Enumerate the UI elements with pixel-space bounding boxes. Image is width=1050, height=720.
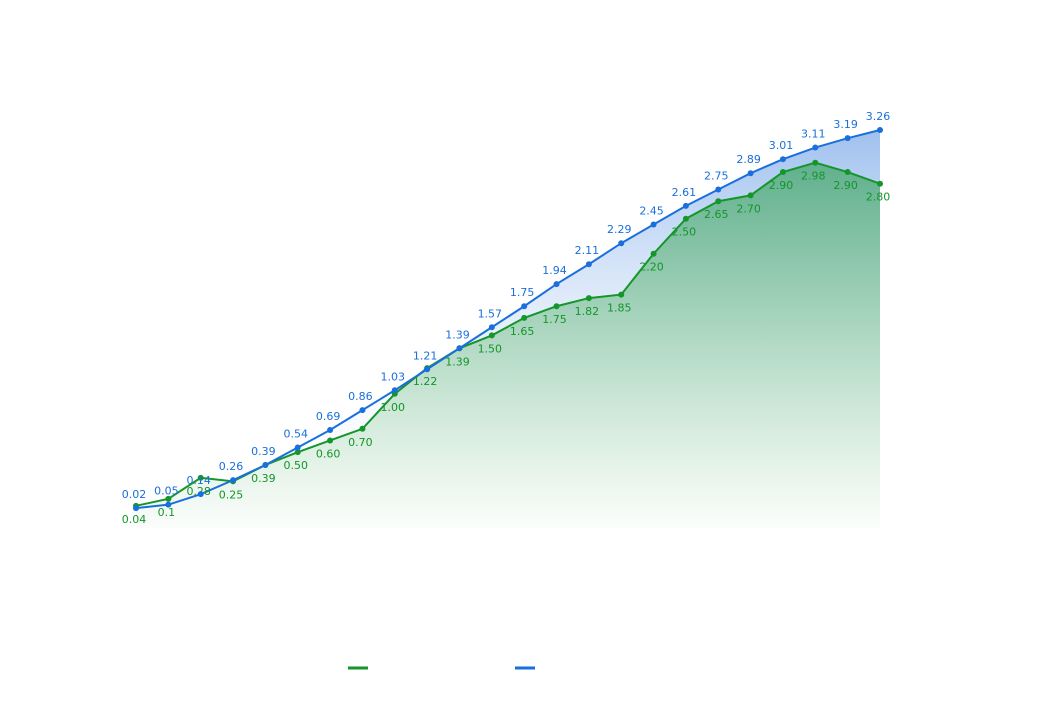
value-label: 1.75 [542,313,567,326]
point [133,505,139,512]
point [682,202,689,209]
point [262,461,269,468]
value-label: 0.04 [122,513,147,526]
point [585,295,592,302]
value-label: 2.90 [769,179,794,192]
value-label: 2.75 [704,170,729,183]
value-label: 0.26 [219,460,244,473]
point [812,144,819,151]
value-label: 2.65 [704,208,729,221]
point [424,366,431,373]
value-label: 0.60 [316,447,341,460]
value-label: 1.50 [478,342,503,355]
point [521,303,528,310]
area [136,162,880,528]
value-label: 0.39 [251,445,276,458]
point [165,501,172,508]
value-label: 1.65 [510,325,535,338]
point [618,240,625,247]
value-label: 1.03 [381,370,406,383]
value-label: 1.39 [445,328,470,341]
value-label: 0.1 [158,506,176,519]
value-label: 2.70 [736,202,761,215]
point [488,324,495,331]
value-label: 1.21 [413,349,438,362]
point [488,332,495,339]
value-label: 0.05 [154,485,179,498]
point [877,180,883,187]
point [391,387,398,394]
point [779,156,786,163]
point [844,135,851,142]
value-label: 2.98 [801,170,826,183]
value-label: 2.89 [736,153,761,166]
value-label: 2.80 [866,191,891,204]
point [294,444,301,451]
value-label: 2.20 [639,261,664,274]
value-label: 3.11 [801,128,826,141]
value-label: 0.02 [122,488,147,501]
value-label: 0.28 [186,485,211,498]
point [456,345,463,352]
point [618,291,625,298]
point [747,192,754,199]
point [327,426,334,433]
value-label: 2.11 [575,244,600,257]
point [197,491,204,498]
line [135,129,881,510]
value-label: 1.00 [381,401,406,414]
value-label: 1.82 [575,305,600,318]
value-label: 1.75 [510,286,535,299]
point [812,159,819,166]
value-label: 0.70 [348,436,373,449]
point [650,250,657,257]
value-label: 0.14 [186,474,211,487]
value-label: 2.61 [672,186,697,199]
value-label: 1.94 [542,264,567,277]
value-label: 0.25 [219,488,244,501]
point [197,474,204,481]
value-label: 0.69 [316,410,341,423]
point [521,314,528,321]
point [553,281,560,288]
point [650,221,657,228]
point [715,198,722,205]
value-label: 3.26 [866,110,891,123]
value-label: 0.39 [251,472,276,485]
value-label: 2.90 [833,179,858,192]
value-label: 2.29 [607,223,632,236]
point [165,495,172,502]
value-label: 2.45 [639,205,664,218]
point [844,169,851,176]
value-label: 1.57 [478,307,503,320]
point [715,186,722,193]
point [359,407,366,414]
point [877,127,883,134]
value-label: 0.86 [348,390,373,403]
value-label: 0.54 [283,427,308,440]
value-label: 1.22 [413,375,438,388]
point [359,425,366,432]
value-label: 1.85 [607,302,632,315]
value-label: 3.01 [769,139,794,152]
point [779,169,786,176]
point [294,449,301,456]
value-label: 2.50 [672,226,697,239]
point [327,437,334,444]
point [553,303,560,310]
point [747,170,754,177]
value-label: 0.50 [283,459,308,472]
point [585,261,592,268]
point [230,477,237,484]
point [682,215,689,222]
value-label: 3.19 [833,118,858,131]
value-label: 1.39 [445,355,470,368]
